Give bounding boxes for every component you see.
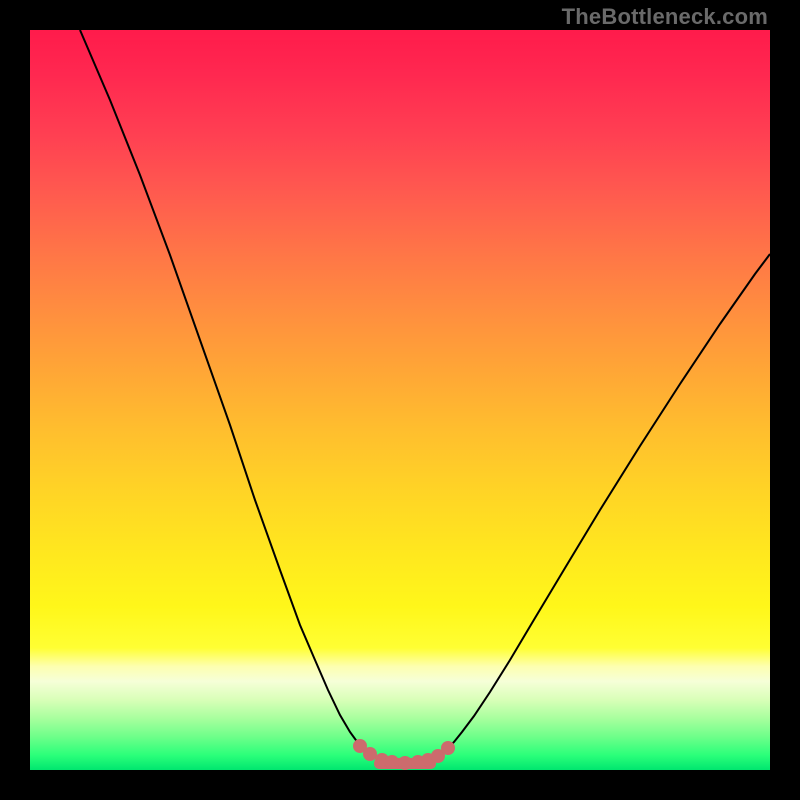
trough-markers (353, 739, 455, 770)
outer-frame: TheBottleneck.com (0, 0, 800, 800)
curve-layer (30, 30, 770, 770)
bottleneck-curve (80, 30, 770, 763)
plot-area (30, 30, 770, 770)
watermark-text: TheBottleneck.com (562, 4, 768, 30)
